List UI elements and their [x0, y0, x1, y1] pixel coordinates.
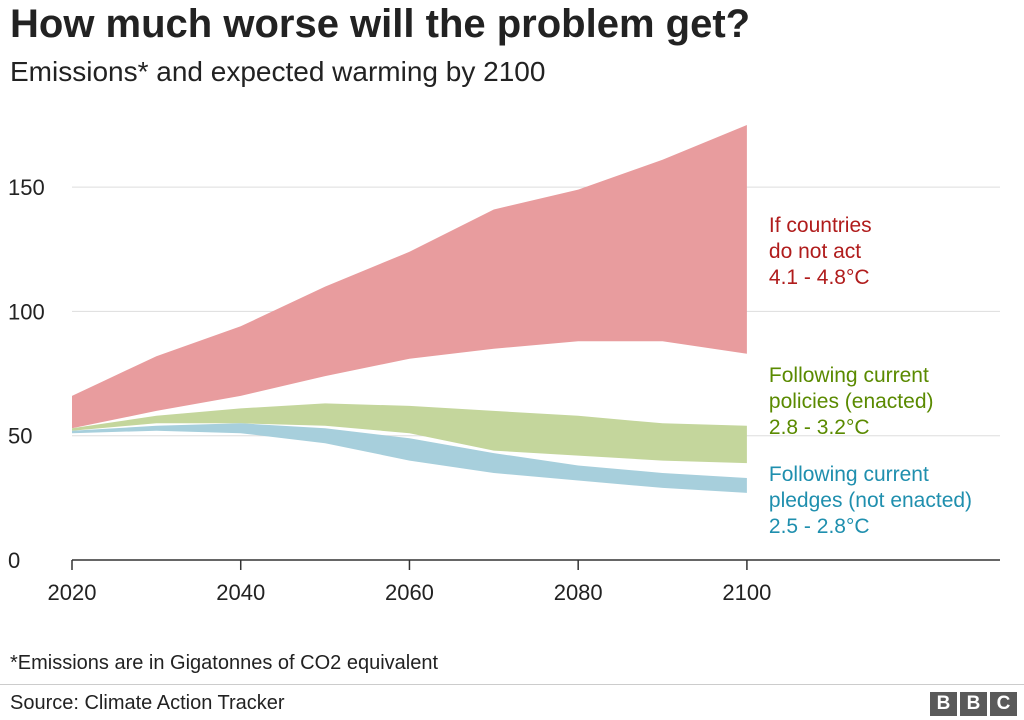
- band-label-line: do not act: [769, 240, 861, 263]
- y-tick-label: 150: [8, 175, 45, 200]
- band-label-line: 2.8 - 3.2°C: [769, 416, 870, 439]
- y-tick-label: 0: [8, 548, 20, 573]
- band-labels: If countries do not act 4.1 - 4.8°C Followi…: [769, 214, 972, 538]
- footer-divider: [0, 684, 1024, 685]
- chart-title: How much worse will the problem get?: [10, 2, 751, 46]
- x-tick-label: 2080: [554, 580, 603, 605]
- y-tick-label: 50: [8, 424, 32, 449]
- logo-letter: B: [930, 692, 957, 716]
- band-1: [72, 125, 747, 429]
- x-tick-label: 2020: [48, 580, 97, 605]
- emissions-chart: 0 50 100 150 2020 2040 2060 2080 2100 If countri…: [8, 125, 1000, 605]
- source-text: Source: Climate Action Tracker: [10, 692, 285, 714]
- band-label-line: 2.5 - 2.8°C: [769, 515, 870, 538]
- band-label-line: pledges (not enacted): [769, 489, 972, 512]
- band-3: [72, 423, 747, 493]
- x-tick-label: 2060: [385, 580, 434, 605]
- axes: 0 50 100 150 2020 2040 2060 2080 2100: [8, 175, 1000, 605]
- band-label-line: If countries: [769, 214, 872, 237]
- band-label-line: 4.1 - 4.8°C: [769, 266, 870, 289]
- x-tick-label: 2100: [722, 580, 771, 605]
- band-label-line: Following current: [769, 463, 929, 486]
- x-tick-label: 2040: [216, 580, 265, 605]
- bbc-logo: B B C: [930, 692, 1017, 716]
- footnote: *Emissions are in Gigatonnes of CO2 equi…: [10, 652, 439, 674]
- logo-letter: C: [990, 692, 1017, 716]
- chart-subtitle: Emissions* and expected warming by 2100: [10, 56, 546, 87]
- band-label-line: Following current: [769, 364, 929, 387]
- band-2: [72, 403, 747, 464]
- bands: [72, 125, 747, 493]
- band-label-line: policies (enacted): [769, 390, 934, 413]
- y-tick-label: 100: [8, 299, 45, 324]
- logo-letter: B: [960, 692, 987, 716]
